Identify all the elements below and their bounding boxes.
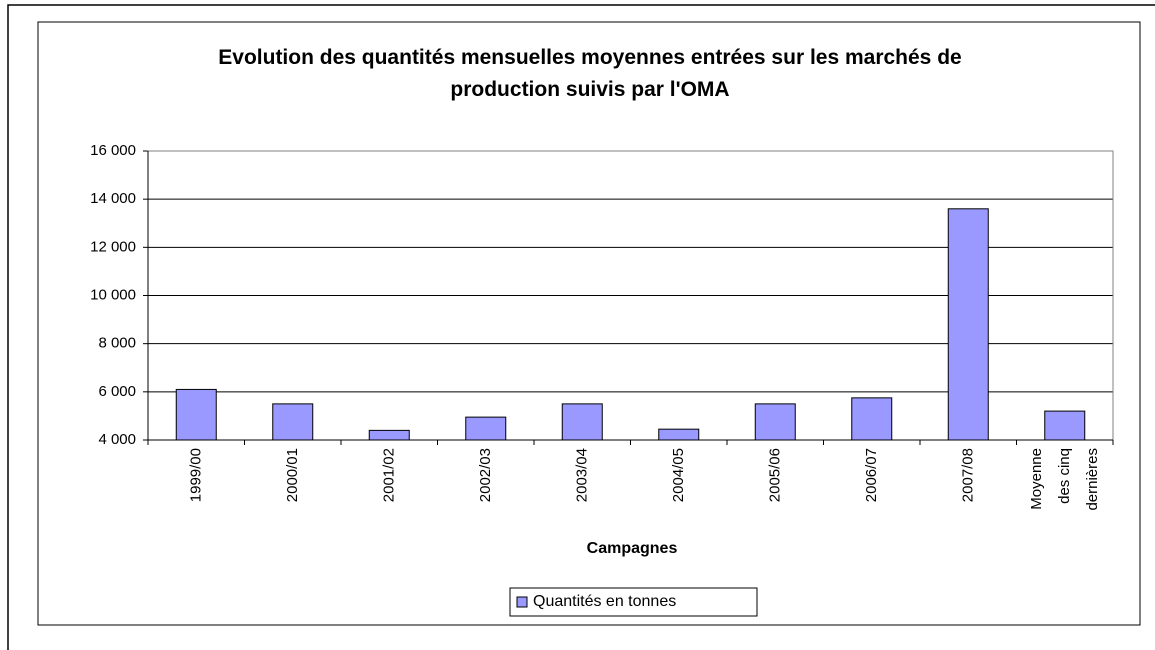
bar [465, 416, 507, 441]
x-tick-label: 2001/02 [380, 448, 397, 502]
y-tick-label: 8 000 [98, 335, 136, 352]
x-tick-label: 2005/06 [766, 448, 783, 502]
bar [561, 403, 603, 441]
x-tick-label: 1999/00 [187, 448, 204, 502]
bar [368, 429, 410, 441]
chart-title: Evolution des quantités mensuelles moyen… [218, 46, 961, 101]
y-tick-label: 14 000 [90, 190, 136, 207]
bar [947, 208, 989, 441]
legend-box [509, 587, 758, 617]
bar [754, 403, 796, 441]
bar [658, 428, 700, 441]
x-tick-label: 2004/05 [670, 448, 687, 502]
x-tick-label: 2000/01 [284, 448, 301, 502]
outer-frame [7, 4, 1155, 650]
x-tick-label: 2002/03 [477, 448, 494, 502]
y-tick-label: 12 000 [90, 238, 136, 255]
bar [851, 397, 893, 441]
bar [1044, 410, 1086, 441]
x-tick-label: Moyenne des cinq dernières [1028, 448, 1101, 511]
x-tick-label: 2003/04 [573, 448, 590, 502]
legend-label: Quantités en tonnes [533, 593, 676, 610]
x-tick-label: 2006/07 [863, 448, 880, 502]
y-tick-label: 16 000 [90, 142, 136, 159]
x-tick-label: 2007/08 [959, 448, 976, 502]
x-axis-title: Campagnes [587, 540, 678, 557]
bar [272, 403, 314, 441]
y-tick-label: 4 000 [98, 431, 136, 448]
legend-swatch [516, 596, 528, 608]
y-tick-label: 6 000 [98, 383, 136, 400]
y-tick-label: 10 000 [90, 286, 136, 303]
bar [175, 388, 217, 441]
